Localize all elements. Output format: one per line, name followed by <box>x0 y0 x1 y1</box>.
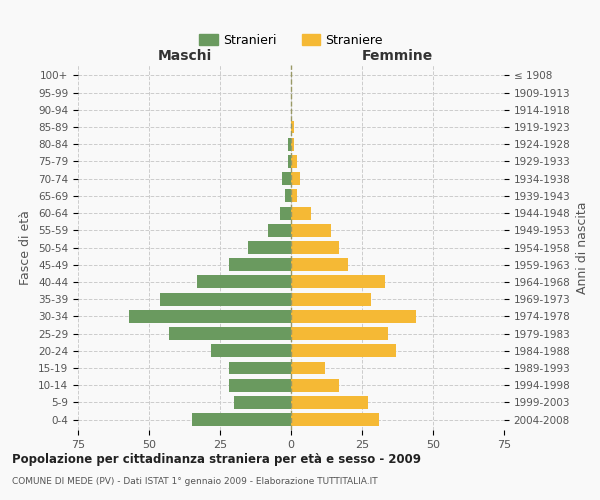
Bar <box>291 206 311 220</box>
Bar <box>288 155 291 168</box>
Bar <box>291 120 294 134</box>
Bar <box>291 413 379 426</box>
Bar <box>291 224 331 236</box>
Bar <box>291 190 296 202</box>
Bar <box>197 276 291 288</box>
Bar <box>286 190 291 202</box>
Bar <box>248 241 291 254</box>
Bar <box>268 224 291 236</box>
Bar <box>291 396 368 409</box>
Bar <box>291 327 388 340</box>
Legend: Stranieri, Straniere: Stranieri, Straniere <box>193 28 389 53</box>
Bar <box>291 172 299 185</box>
Bar <box>229 258 291 271</box>
Bar <box>191 413 291 426</box>
Y-axis label: Fasce di età: Fasce di età <box>19 210 32 285</box>
Bar <box>291 292 371 306</box>
Bar <box>229 362 291 374</box>
Bar <box>291 138 294 150</box>
Bar <box>211 344 291 358</box>
Bar <box>291 310 416 323</box>
Text: Femmine: Femmine <box>362 50 433 64</box>
Bar <box>169 327 291 340</box>
Text: COMUNE DI MEDE (PV) - Dati ISTAT 1° gennaio 2009 - Elaborazione TUTTITALIA.IT: COMUNE DI MEDE (PV) - Dati ISTAT 1° genn… <box>12 478 377 486</box>
Bar <box>229 379 291 392</box>
Bar <box>291 258 348 271</box>
Bar <box>291 379 339 392</box>
Y-axis label: Anni di nascita: Anni di nascita <box>576 201 589 294</box>
Bar <box>291 276 385 288</box>
Bar <box>234 396 291 409</box>
Bar <box>291 241 339 254</box>
Bar <box>160 292 291 306</box>
Text: Maschi: Maschi <box>157 50 212 64</box>
Bar <box>291 362 325 374</box>
Bar <box>291 155 296 168</box>
Bar <box>283 172 291 185</box>
Bar <box>291 344 396 358</box>
Bar <box>129 310 291 323</box>
Bar <box>288 138 291 150</box>
Text: Popolazione per cittadinanza straniera per età e sesso - 2009: Popolazione per cittadinanza straniera p… <box>12 452 421 466</box>
Bar <box>280 206 291 220</box>
